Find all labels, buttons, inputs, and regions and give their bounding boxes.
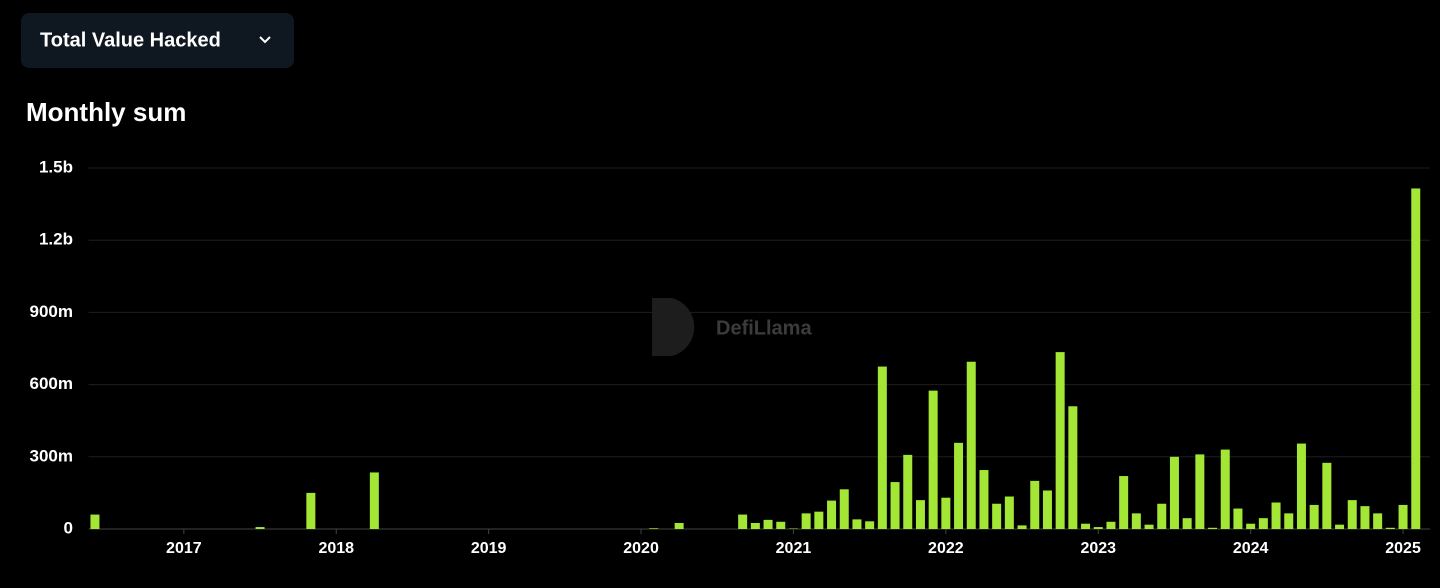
bar <box>979 470 988 529</box>
bar <box>1018 525 1027 529</box>
bar <box>865 521 874 529</box>
bar <box>941 498 950 529</box>
y-tick-label: 0 <box>64 518 73 537</box>
y-tick-label: 1.5b <box>39 157 73 176</box>
bar <box>891 482 900 529</box>
y-tick-label: 600m <box>30 374 73 393</box>
bar <box>1284 513 1293 529</box>
bar <box>814 512 823 529</box>
x-tick-label: 2019 <box>471 540 507 557</box>
bar <box>1360 506 1369 529</box>
x-tick-label: 2017 <box>166 540 202 557</box>
bar <box>1183 518 1192 529</box>
bar <box>1335 525 1344 529</box>
bar <box>1119 476 1128 529</box>
bar <box>1399 505 1408 529</box>
bar <box>1145 525 1154 529</box>
bar <box>878 367 887 529</box>
x-tick-label: 2018 <box>318 540 354 557</box>
chart-title: Monthly sum <box>26 97 186 127</box>
bar <box>903 455 912 529</box>
x-tick-label: 2024 <box>1233 540 1269 557</box>
bar <box>675 523 684 529</box>
bar <box>1233 509 1242 529</box>
bar <box>1373 513 1382 529</box>
bar <box>90 515 99 529</box>
watermark: DefiLlama <box>652 298 812 356</box>
bar <box>1195 454 1204 529</box>
bar <box>751 523 760 529</box>
bar <box>776 522 785 529</box>
bar <box>1297 444 1306 529</box>
bar <box>1094 527 1103 529</box>
bar <box>1106 522 1115 529</box>
bar <box>967 362 976 529</box>
bar <box>840 489 849 529</box>
bar <box>1056 352 1065 529</box>
bar <box>1081 524 1090 529</box>
bar <box>802 513 811 529</box>
x-tick-label: 2023 <box>1080 540 1116 557</box>
bar <box>1005 497 1014 529</box>
bar <box>1170 457 1179 529</box>
bar <box>306 493 315 529</box>
x-tick-label: 2025 <box>1385 540 1421 557</box>
bar <box>1043 490 1052 529</box>
bar <box>1068 406 1077 529</box>
bar <box>764 520 773 529</box>
bar <box>929 391 938 529</box>
bar <box>1411 188 1420 529</box>
bar <box>738 515 747 529</box>
bar <box>827 501 836 529</box>
watermark-text: DefiLlama <box>716 317 812 339</box>
plot: 0 300m 600m 900m 1.2b 1.5b 2017 2018 2019 2020 202… <box>30 157 1430 557</box>
bar <box>1157 504 1166 529</box>
bar <box>1272 503 1281 529</box>
bar <box>1246 524 1255 529</box>
bar <box>1348 500 1357 529</box>
bar <box>1310 505 1319 529</box>
bar <box>256 527 265 529</box>
bar <box>1221 450 1230 529</box>
watermark-logo <box>652 298 694 356</box>
y-tick-label: 900m <box>30 302 73 321</box>
bar <box>1259 518 1268 529</box>
bar <box>1132 513 1141 529</box>
bar <box>1386 528 1395 529</box>
bar <box>1030 481 1039 529</box>
bar <box>1322 463 1331 529</box>
x-tick-label: 2022 <box>928 540 964 557</box>
bar <box>370 472 379 529</box>
bar <box>992 504 1001 529</box>
bar <box>852 519 861 529</box>
x-tick-label: 2021 <box>776 540 812 557</box>
y-tick-label: 1.2b <box>39 230 73 249</box>
y-tick-label: 300m <box>30 446 73 465</box>
dropdown-label[interactable]: Total Value Hacked <box>40 29 221 51</box>
bar <box>954 443 963 529</box>
bar <box>1208 528 1217 529</box>
x-tick-label: 2020 <box>623 540 659 557</box>
bar <box>649 528 658 529</box>
bar <box>916 500 925 529</box>
